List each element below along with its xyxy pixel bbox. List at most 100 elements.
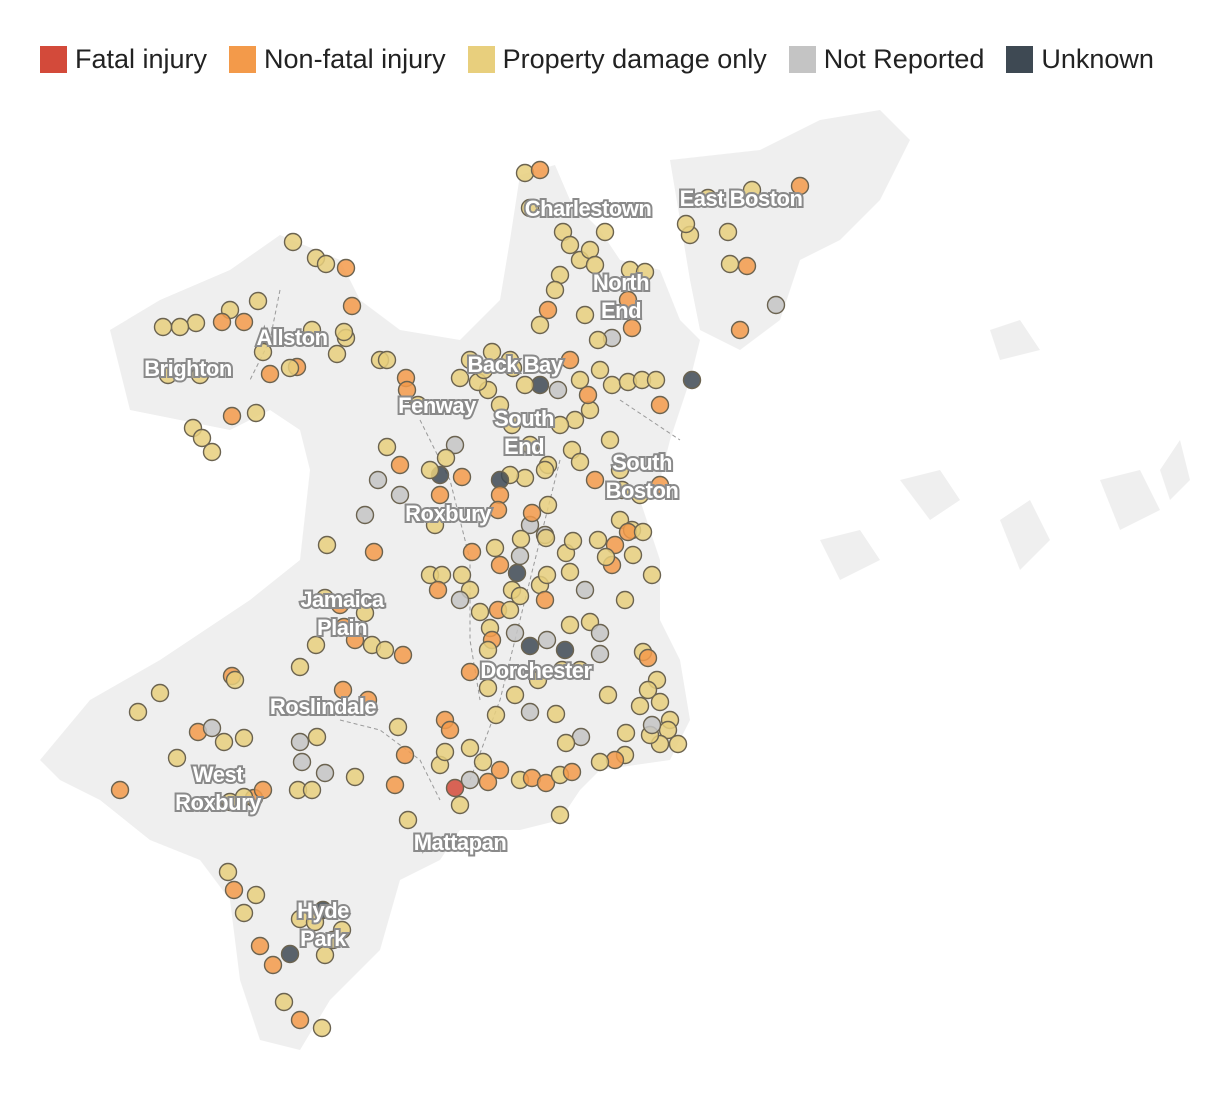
crash-point[interactable] [167, 748, 187, 768]
crash-point[interactable] [510, 586, 530, 606]
crash-point[interactable] [388, 717, 408, 737]
crash-point[interactable] [334, 617, 354, 637]
crash-point[interactable] [618, 290, 638, 310]
crash-point[interactable] [292, 752, 312, 772]
crash-point[interactable] [520, 198, 540, 218]
crash-point[interactable] [536, 528, 556, 548]
crash-point[interactable] [420, 460, 440, 480]
crash-point[interactable] [535, 460, 555, 480]
crash-point[interactable] [638, 648, 658, 668]
crash-point[interactable] [302, 320, 322, 340]
crash-point[interactable] [570, 660, 590, 680]
crash-point[interactable] [452, 467, 472, 487]
crash-point[interactable] [528, 670, 548, 690]
crash-point[interactable] [500, 600, 520, 620]
crash-point[interactable] [345, 630, 365, 650]
crash-point[interactable] [450, 368, 470, 388]
crash-point[interactable] [790, 176, 810, 196]
crash-point[interactable] [315, 945, 335, 965]
crash-point[interactable] [186, 313, 206, 333]
crash-point[interactable] [507, 563, 527, 583]
crash-point[interactable] [730, 320, 750, 340]
crash-point[interactable] [503, 358, 523, 378]
crash-point[interactable] [334, 322, 354, 342]
crash-point[interactable] [283, 232, 303, 252]
crash-point[interactable] [562, 762, 582, 782]
crash-point[interactable] [520, 702, 540, 722]
crash-point[interactable] [630, 485, 650, 505]
crash-point[interactable] [590, 644, 610, 664]
crash-point[interactable] [650, 395, 670, 415]
crash-point[interactable] [377, 350, 397, 370]
crash-point[interactable] [302, 780, 322, 800]
crash-point[interactable] [505, 623, 525, 643]
crash-point[interactable] [316, 254, 336, 274]
crash-point[interactable] [560, 235, 580, 255]
crash-point[interactable] [588, 530, 608, 550]
crash-point[interactable] [530, 315, 550, 335]
crash-point[interactable] [646, 370, 666, 390]
crash-point[interactable] [153, 317, 173, 337]
crash-point[interactable] [650, 692, 670, 712]
crash-point[interactable] [430, 485, 450, 505]
crash-point[interactable] [555, 640, 575, 660]
crash-point[interactable] [520, 636, 540, 656]
crash-point[interactable] [635, 262, 655, 282]
crash-point[interactable] [546, 704, 566, 724]
crash-point[interactable] [128, 702, 148, 722]
crash-point[interactable] [428, 580, 448, 600]
crash-point[interactable] [345, 767, 365, 787]
crash-point[interactable] [515, 163, 535, 183]
crash-point[interactable] [246, 403, 266, 423]
crash-point[interactable] [510, 546, 530, 566]
crash-point[interactable] [550, 415, 570, 435]
crash-point[interactable] [355, 603, 375, 623]
crash-point[interactable] [478, 772, 498, 792]
crash-point[interactable] [630, 696, 650, 716]
crash-point[interactable] [263, 955, 283, 975]
crash-point[interactable] [315, 763, 335, 783]
crash-point[interactable] [515, 468, 535, 488]
crash-point[interactable] [333, 680, 353, 700]
crash-point[interactable] [550, 805, 570, 825]
crash-point[interactable] [720, 254, 740, 274]
crash-point[interactable] [560, 615, 580, 635]
crash-point[interactable] [545, 280, 565, 300]
crash-point[interactable] [342, 296, 362, 316]
crash-point[interactable] [260, 364, 280, 384]
crash-point[interactable] [570, 370, 590, 390]
crash-point[interactable] [575, 305, 595, 325]
crash-point[interactable] [450, 795, 470, 815]
crash-point[interactable] [306, 635, 326, 655]
crash-point[interactable] [290, 1010, 310, 1030]
crash-point[interactable] [535, 590, 555, 610]
crash-point[interactable] [598, 685, 618, 705]
crash-point[interactable] [737, 256, 757, 276]
crash-point[interactable] [556, 733, 576, 753]
crash-point[interactable] [150, 683, 170, 703]
crash-point[interactable] [596, 547, 616, 567]
crash-point[interactable] [250, 936, 270, 956]
crash-point[interactable] [355, 505, 375, 525]
crash-point[interactable] [460, 662, 480, 682]
crash-point[interactable] [682, 370, 702, 390]
crash-point[interactable] [537, 630, 557, 650]
crash-point[interactable] [190, 365, 210, 385]
crash-point[interactable] [590, 623, 610, 643]
crash-point[interactable] [358, 690, 378, 710]
crash-point[interactable] [408, 395, 428, 415]
crash-point[interactable] [610, 460, 630, 480]
crash-point[interactable] [766, 295, 786, 315]
crash-point[interactable] [377, 437, 397, 457]
crash-point[interactable] [490, 555, 510, 575]
crash-point[interactable] [336, 258, 356, 278]
crash-point[interactable] [375, 640, 395, 660]
crash-point[interactable] [436, 448, 456, 468]
crash-point[interactable] [502, 415, 522, 435]
crash-point[interactable] [385, 775, 405, 795]
crash-point[interactable] [616, 723, 636, 743]
crash-point[interactable] [590, 360, 610, 380]
crash-point[interactable] [364, 542, 384, 562]
crash-point[interactable] [222, 406, 242, 426]
crash-point[interactable] [393, 645, 413, 665]
